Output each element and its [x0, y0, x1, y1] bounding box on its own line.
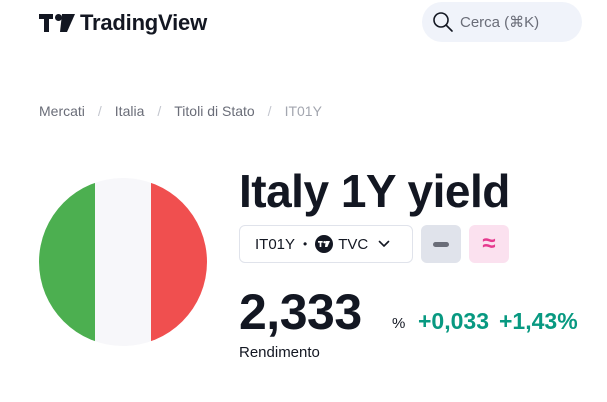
breadcrumb-current: IT01Y	[284, 103, 322, 119]
chevron-down-icon	[378, 240, 390, 247]
logo-text: TradingView	[80, 10, 207, 35]
breadcrumb-separator: /	[267, 103, 272, 119]
price-unit: %	[392, 315, 406, 332]
symbol-exchange: TVC	[338, 235, 369, 253]
flag-red-stripe	[151, 178, 207, 346]
change-percent: +1,43%	[499, 308, 578, 334]
approx-icon: ≈	[482, 230, 496, 257]
tradingview-logo-icon	[39, 14, 75, 32]
flag-white-stripe	[95, 178, 151, 346]
tvc-logo-icon	[315, 235, 334, 253]
italy-flag-icon	[39, 178, 207, 346]
yield-label: Rendimento	[239, 344, 320, 361]
search-placeholder: Cerca (⌘K)	[460, 14, 540, 31]
price-value: 2,333	[239, 284, 362, 340]
change-absolute: +0,033	[418, 308, 489, 334]
breadcrumb-italia[interactable]: Italia	[114, 103, 145, 119]
flag-green-stripe	[39, 178, 95, 346]
symbol-dot: •	[303, 237, 308, 251]
approx-button[interactable]: ≈	[469, 225, 509, 263]
search-icon	[433, 12, 453, 32]
symbol-selector[interactable]: IT01Y • TVC	[239, 225, 413, 263]
search-bar[interactable]: Cerca (⌘K)	[422, 2, 582, 42]
breadcrumb-mercati[interactable]: Mercati	[39, 103, 85, 119]
symbol-ticker: IT01Y	[255, 235, 296, 253]
breadcrumb-separator: /	[157, 103, 162, 119]
page-title: Italy 1Y yield	[239, 165, 510, 217]
breadcrumb: Mercati / Italia / Titoli di Stato / IT0…	[39, 103, 322, 119]
breadcrumb-titoli-di-stato[interactable]: Titoli di Stato	[174, 103, 255, 119]
tradingview-logo[interactable]: TradingView	[39, 9, 207, 37]
price-change: +0,033 +1,43%	[418, 308, 578, 335]
dash-icon	[433, 241, 449, 247]
bond-type-button[interactable]	[421, 225, 461, 263]
breadcrumb-separator: /	[97, 103, 102, 119]
